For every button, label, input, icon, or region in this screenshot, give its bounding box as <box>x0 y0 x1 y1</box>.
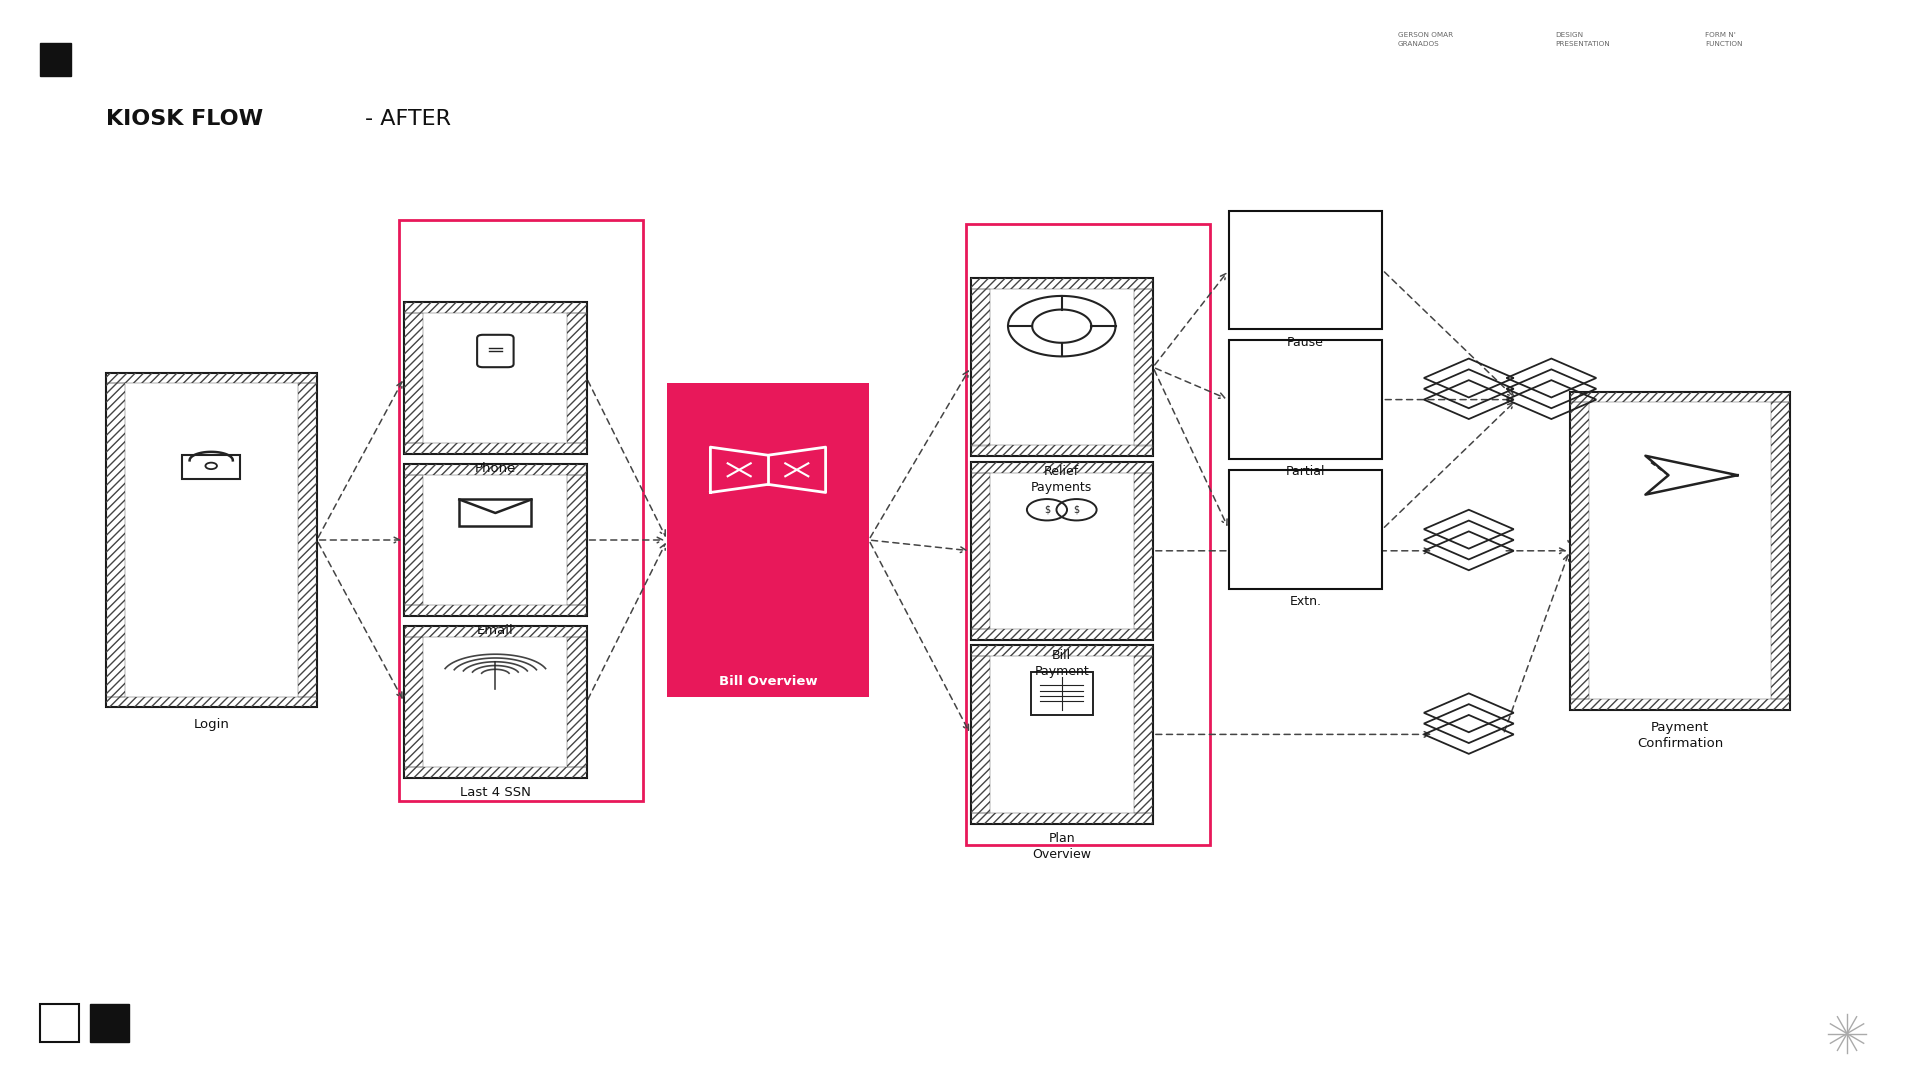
Text: Plan
Overview: Plan Overview <box>1033 832 1091 861</box>
Text: DESIGN
PRESENTATION: DESIGN PRESENTATION <box>1555 32 1611 46</box>
Bar <box>106 373 317 383</box>
Bar <box>972 445 1152 456</box>
Bar <box>1133 656 1152 812</box>
Text: Relief
Payments: Relief Payments <box>1031 464 1092 494</box>
Bar <box>399 220 643 801</box>
Bar <box>972 278 1152 456</box>
Bar <box>972 462 1152 473</box>
Text: KIOSK FLOW: KIOSK FLOW <box>106 109 263 129</box>
Bar <box>568 475 588 605</box>
Bar <box>966 224 1210 845</box>
Text: $: $ <box>1073 504 1079 515</box>
Text: Login: Login <box>194 718 228 731</box>
Bar <box>1770 403 1789 700</box>
Bar <box>405 605 588 616</box>
Bar <box>459 499 532 526</box>
Bar <box>1229 340 1382 459</box>
Text: Bill Overview: Bill Overview <box>718 675 818 688</box>
Bar <box>668 383 868 697</box>
Bar <box>972 645 1152 823</box>
Text: Partial: Partial <box>1286 465 1325 478</box>
Text: FORM N'
FUNCTION: FORM N' FUNCTION <box>1705 32 1743 46</box>
Bar <box>106 697 317 707</box>
Bar <box>40 1004 79 1042</box>
Bar <box>1569 391 1789 711</box>
Bar <box>1569 403 1590 700</box>
Text: - AFTER: - AFTER <box>365 109 451 129</box>
Text: Last 4 SSN: Last 4 SSN <box>461 786 530 799</box>
Text: Payment
Confirmation: Payment Confirmation <box>1638 721 1722 750</box>
Bar <box>182 455 240 480</box>
Bar <box>90 1004 129 1042</box>
Bar <box>405 302 588 313</box>
Bar <box>1229 211 1382 329</box>
Bar <box>972 645 1152 656</box>
Bar <box>405 302 588 454</box>
Bar <box>405 464 588 616</box>
Bar <box>405 637 422 767</box>
Bar <box>405 767 588 778</box>
Bar <box>972 473 991 629</box>
Bar <box>1133 473 1152 629</box>
Text: Bill
Payment: Bill Payment <box>1035 648 1089 677</box>
Text: Phone: Phone <box>474 462 516 475</box>
Bar <box>568 313 588 443</box>
Bar <box>40 43 71 76</box>
Text: GERSON OMAR
GRANADOS: GERSON OMAR GRANADOS <box>1398 32 1453 46</box>
Bar <box>1133 288 1152 445</box>
Bar <box>405 626 588 637</box>
Bar <box>298 383 317 697</box>
Bar <box>568 637 588 767</box>
Text: Pause: Pause <box>1286 336 1325 349</box>
Text: Extn.: Extn. <box>1290 595 1321 608</box>
Bar <box>405 313 422 443</box>
Bar <box>1569 392 1789 403</box>
Bar <box>972 812 1152 823</box>
Text: Email: Email <box>476 624 515 637</box>
Bar <box>405 475 422 605</box>
Bar <box>972 278 1152 288</box>
Bar <box>106 383 125 697</box>
Bar <box>972 656 991 812</box>
Bar <box>405 464 588 475</box>
Text: $: $ <box>1044 504 1050 515</box>
Bar <box>1229 470 1382 589</box>
Bar <box>972 462 1152 639</box>
Bar <box>405 443 588 454</box>
Bar <box>1569 700 1789 711</box>
Bar <box>405 626 588 778</box>
Bar <box>972 629 1152 639</box>
Bar <box>1031 672 1092 715</box>
Bar <box>972 288 991 445</box>
Bar <box>106 373 317 707</box>
